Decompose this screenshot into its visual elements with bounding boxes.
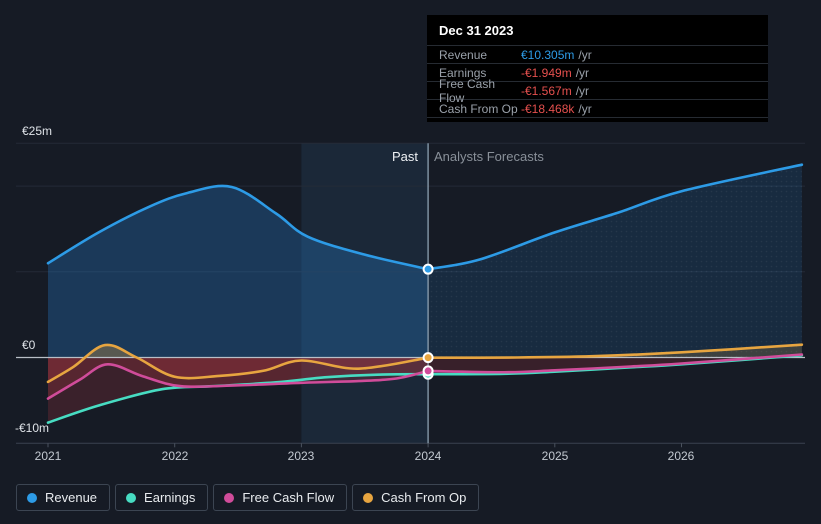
tooltip-value: -€1.949m (521, 65, 572, 80)
legend-label: Revenue (45, 490, 98, 505)
y-axis-label-25m: €25m (22, 124, 53, 138)
free-cash-flow-marker (422, 365, 434, 377)
free-cash-flow-line-forecast (426, 353, 804, 374)
y-axis-label-neg10m: -€10m (15, 421, 50, 435)
x-tick-2024: 2024 (414, 449, 442, 463)
tooltip-label: Free Cash Flow (439, 76, 496, 105)
tooltip-suffix: /yr (578, 47, 592, 62)
tooltip-row-cash-from-op: Cash From Op -€18.468k /yr (427, 99, 768, 118)
tooltip-label: Cash From Op (439, 101, 518, 116)
x-tick-2023: 2023 (287, 449, 315, 463)
tooltip-value: -€18.468k (521, 101, 575, 116)
revenue-line-past (46, 184, 430, 271)
legend-item-cash-from-op[interactable]: Cash From Op (352, 484, 480, 511)
cash-from-op-line-past (46, 343, 430, 384)
legend-label: Cash From Op (381, 490, 467, 505)
x-tick-2025: 2025 (541, 449, 569, 463)
revenue-marker (422, 263, 434, 275)
legend-item-earnings[interactable]: Earnings (115, 484, 209, 511)
cash-from-op-negative-area-past (48, 357, 429, 382)
cash-from-op-line-forecast (426, 343, 804, 359)
tooltip-label: Earnings (439, 65, 487, 80)
free-cash-flow-line-past (46, 363, 430, 400)
legend-item-free-cash-flow[interactable]: Free Cash Flow (213, 484, 348, 511)
forecast-region-label: Analysts Forecasts (434, 149, 544, 164)
past-highlight-band (301, 143, 429, 444)
y-axis-label-0: €0 (22, 338, 36, 352)
revenue-area-forecast-pattern (428, 164, 802, 358)
cash-from-op-positive-area-forecast (428, 344, 802, 358)
x-tick-2021: 2021 (34, 449, 62, 463)
cash-from-op-marker (422, 352, 434, 364)
legend-label: Free Cash Flow (242, 490, 335, 505)
tooltip-date: Dec 31 2023 (439, 23, 514, 38)
tooltip-label: Revenue (439, 47, 488, 62)
revenue-area-past (48, 185, 429, 358)
tooltip-suffix: /yr (578, 101, 592, 116)
free-cash-flow-series-dot-icon (224, 492, 235, 503)
chart-legend: Revenue Earnings Free Cash Flow Cash Fro… (16, 484, 480, 511)
tooltip-suffix: /yr (575, 83, 590, 98)
x-tick-2022: 2022 (161, 449, 189, 463)
legend-label: Earnings (144, 490, 196, 505)
tooltip-value: -€1.567m (521, 83, 572, 98)
tooltip-row-free-cash-flow: Free Cash Flow -€1.567m /yr (427, 77, 768, 105)
past-region-label: Past (391, 149, 418, 164)
tooltip-value: €10.305m (521, 47, 575, 62)
earnings-negative-area-past (48, 357, 429, 423)
chart-tooltip: Dec 31 2023 Revenue €10.305m /yr Earning… (427, 15, 768, 122)
legend-item-revenue[interactable]: Revenue (16, 484, 111, 511)
free-cash-flow-negative-area-past (48, 357, 429, 399)
revenue-line-forecast (426, 163, 804, 271)
x-tick-2026: 2026 (667, 449, 695, 463)
tooltip-row-earnings: Earnings -€1.949m /yr (427, 63, 768, 81)
earnings-series-dot-icon (126, 492, 137, 503)
tooltip-suffix: /yr (575, 65, 590, 80)
revenue-series-dot-icon (27, 492, 37, 503)
cash-from-op-series-dot-icon (363, 492, 374, 503)
tooltip-row-revenue: Revenue €10.305m /yr (427, 45, 768, 63)
